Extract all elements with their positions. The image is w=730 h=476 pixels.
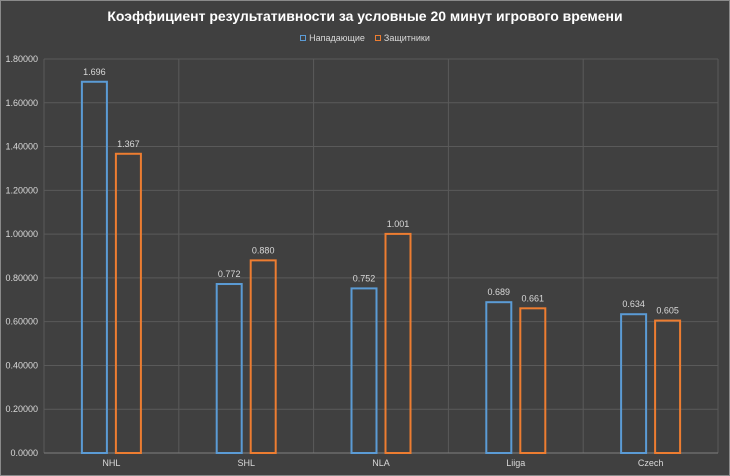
data-label: 0.634 bbox=[622, 299, 645, 309]
y-tick-label: 0.20000 bbox=[5, 404, 38, 414]
data-label: 0.752 bbox=[353, 273, 376, 283]
legend-swatch-forwards bbox=[300, 35, 307, 41]
data-label: 0.772 bbox=[218, 269, 241, 279]
x-tick-label: NLA bbox=[372, 458, 390, 468]
bar-1-4 bbox=[654, 319, 682, 455]
bar-1-2 bbox=[384, 232, 412, 454]
y-tick-label: 0.80000 bbox=[5, 273, 38, 283]
data-label: 1.001 bbox=[387, 219, 410, 229]
data-label: 0.880 bbox=[252, 245, 275, 255]
bar-1-1 bbox=[249, 259, 277, 454]
y-tick-label: 1.60000 bbox=[5, 98, 38, 108]
y-tick-label: 1.40000 bbox=[5, 142, 38, 152]
bar-0-4 bbox=[620, 313, 648, 455]
x-tick-label: NHL bbox=[102, 458, 120, 468]
y-tick-label: 1.80000 bbox=[5, 54, 38, 64]
bar-1-0 bbox=[114, 152, 142, 454]
y-tick-label: 0.0000 bbox=[10, 448, 38, 458]
bar-0-1 bbox=[215, 283, 243, 455]
x-tick-label: SHL bbox=[237, 458, 255, 468]
x-tick-label: Czech bbox=[638, 458, 664, 468]
legend-label-forwards: Нападающие bbox=[309, 33, 365, 43]
bar-0-3 bbox=[485, 301, 513, 454]
y-tick-label: 1.00000 bbox=[5, 229, 38, 239]
chart-title: Коэффициент результативности за условные… bbox=[107, 8, 623, 24]
legend-item-forwards: Нападающие bbox=[300, 33, 365, 43]
x-tick-label: Liiga bbox=[506, 458, 525, 468]
legend-label-defense: Защитники bbox=[383, 33, 430, 43]
legend-swatch-defense bbox=[374, 35, 381, 41]
bar-0-0 bbox=[80, 80, 108, 455]
y-tick-label: 0.60000 bbox=[5, 317, 38, 327]
legend: Нападающие Защитники bbox=[0, 33, 730, 43]
data-label: 1.367 bbox=[117, 139, 140, 149]
data-label: 0.661 bbox=[522, 293, 545, 303]
bar-1-3 bbox=[519, 307, 547, 455]
data-label: 1.696 bbox=[83, 67, 106, 77]
y-tick-label: 1.20000 bbox=[5, 185, 38, 195]
y-tick-label: 0.40000 bbox=[5, 360, 38, 370]
bar-0-2 bbox=[350, 287, 378, 455]
legend-item-defense: Защитники bbox=[374, 33, 430, 43]
data-label: 0.605 bbox=[656, 306, 679, 316]
data-label: 0.689 bbox=[488, 287, 511, 297]
